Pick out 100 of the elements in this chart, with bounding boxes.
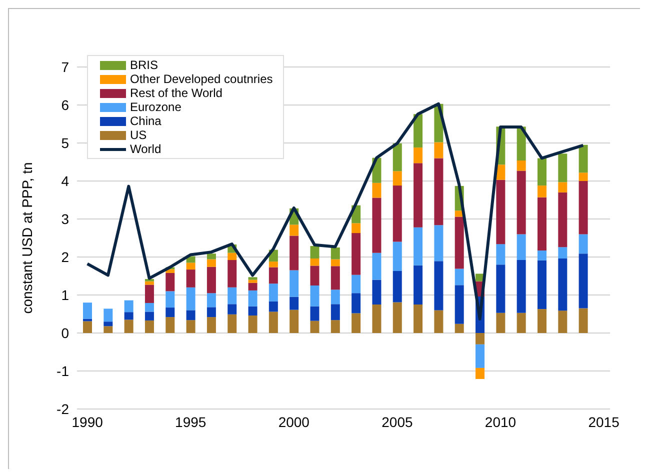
bar	[476, 368, 485, 379]
bar	[228, 260, 237, 288]
bar	[166, 308, 175, 318]
bar	[578, 234, 588, 254]
bar	[290, 224, 299, 236]
bar	[454, 324, 464, 333]
bar	[454, 268, 464, 286]
bar	[392, 302, 402, 333]
bar	[186, 262, 196, 270]
bar	[248, 280, 258, 283]
bar	[83, 321, 92, 333]
bar	[290, 296, 299, 310]
bar	[290, 270, 299, 297]
bar	[310, 320, 320, 333]
bar	[352, 313, 361, 333]
bar	[414, 227, 423, 266]
bar	[228, 252, 237, 260]
bar	[454, 216, 464, 269]
bar	[290, 236, 299, 270]
bar	[372, 252, 382, 280]
bar	[454, 285, 464, 324]
bar	[578, 144, 588, 173]
bar	[268, 262, 278, 268]
y-axis-title: constant USD at PPP, tn	[18, 162, 35, 314]
legend-label: Eurozone	[130, 100, 182, 114]
bar	[83, 302, 92, 319]
bar	[516, 160, 526, 171]
bar	[434, 261, 444, 310]
bar	[434, 142, 444, 158]
bar	[206, 293, 216, 308]
bar	[372, 280, 382, 304]
line-series	[86, 102, 585, 320]
bar	[330, 290, 340, 304]
y-tick-label: 0	[61, 324, 70, 341]
bar	[206, 266, 216, 294]
bar	[248, 290, 258, 306]
bar	[268, 312, 278, 333]
bar	[330, 248, 340, 260]
y-tick-label: 3	[61, 210, 70, 227]
bar	[434, 310, 444, 333]
bar	[330, 259, 340, 266]
bar	[268, 267, 278, 284]
bar	[392, 242, 402, 272]
bar	[476, 333, 485, 344]
legend-label: US	[130, 128, 147, 142]
x-tick-label: 1995	[175, 414, 206, 430]
bar	[392, 271, 402, 302]
bar	[558, 192, 568, 248]
bar	[434, 225, 444, 262]
bar	[228, 287, 237, 304]
bar	[537, 260, 546, 310]
bar	[392, 186, 402, 242]
bar	[392, 143, 402, 172]
bar	[352, 293, 361, 314]
bar	[166, 317, 175, 333]
y-tick-label: 5	[61, 134, 70, 151]
bar	[228, 304, 237, 314]
bar	[268, 284, 278, 302]
bar	[372, 198, 382, 253]
bar	[206, 259, 216, 267]
bar	[310, 266, 320, 286]
bar	[248, 306, 258, 316]
bar	[578, 181, 588, 234]
bar	[414, 114, 423, 148]
bar	[537, 309, 546, 333]
bar	[248, 277, 258, 280]
bar	[352, 233, 361, 275]
bar	[144, 320, 154, 333]
bar	[414, 265, 423, 304]
x-tick-label: 1990	[72, 414, 104, 430]
legend-label: China	[130, 114, 162, 128]
bar	[434, 158, 444, 226]
bar	[372, 182, 382, 198]
legend-label: Rest of the World	[130, 86, 222, 100]
bar	[414, 148, 423, 164]
y-tick-label: 4	[61, 172, 70, 189]
bar	[310, 246, 320, 259]
bar	[310, 286, 320, 306]
bar	[558, 247, 568, 259]
legend-label: BRIS	[130, 58, 158, 72]
y-tick-label: -2	[56, 400, 70, 417]
bar	[166, 272, 175, 292]
x-tick-label: 2005	[382, 414, 413, 430]
bar	[578, 254, 588, 308]
bar	[352, 223, 361, 234]
bar	[558, 154, 568, 182]
bar	[104, 326, 113, 333]
bar	[330, 266, 340, 290]
bar	[330, 304, 340, 320]
bar	[578, 172, 588, 181]
bar	[537, 158, 546, 186]
bar	[516, 170, 526, 234]
bar	[124, 320, 134, 333]
bar	[496, 312, 506, 333]
bar	[124, 312, 134, 320]
bar	[558, 310, 568, 333]
bar	[392, 171, 402, 186]
bar	[516, 260, 526, 313]
bar	[476, 344, 485, 368]
y-tick-label: -1	[56, 362, 70, 379]
